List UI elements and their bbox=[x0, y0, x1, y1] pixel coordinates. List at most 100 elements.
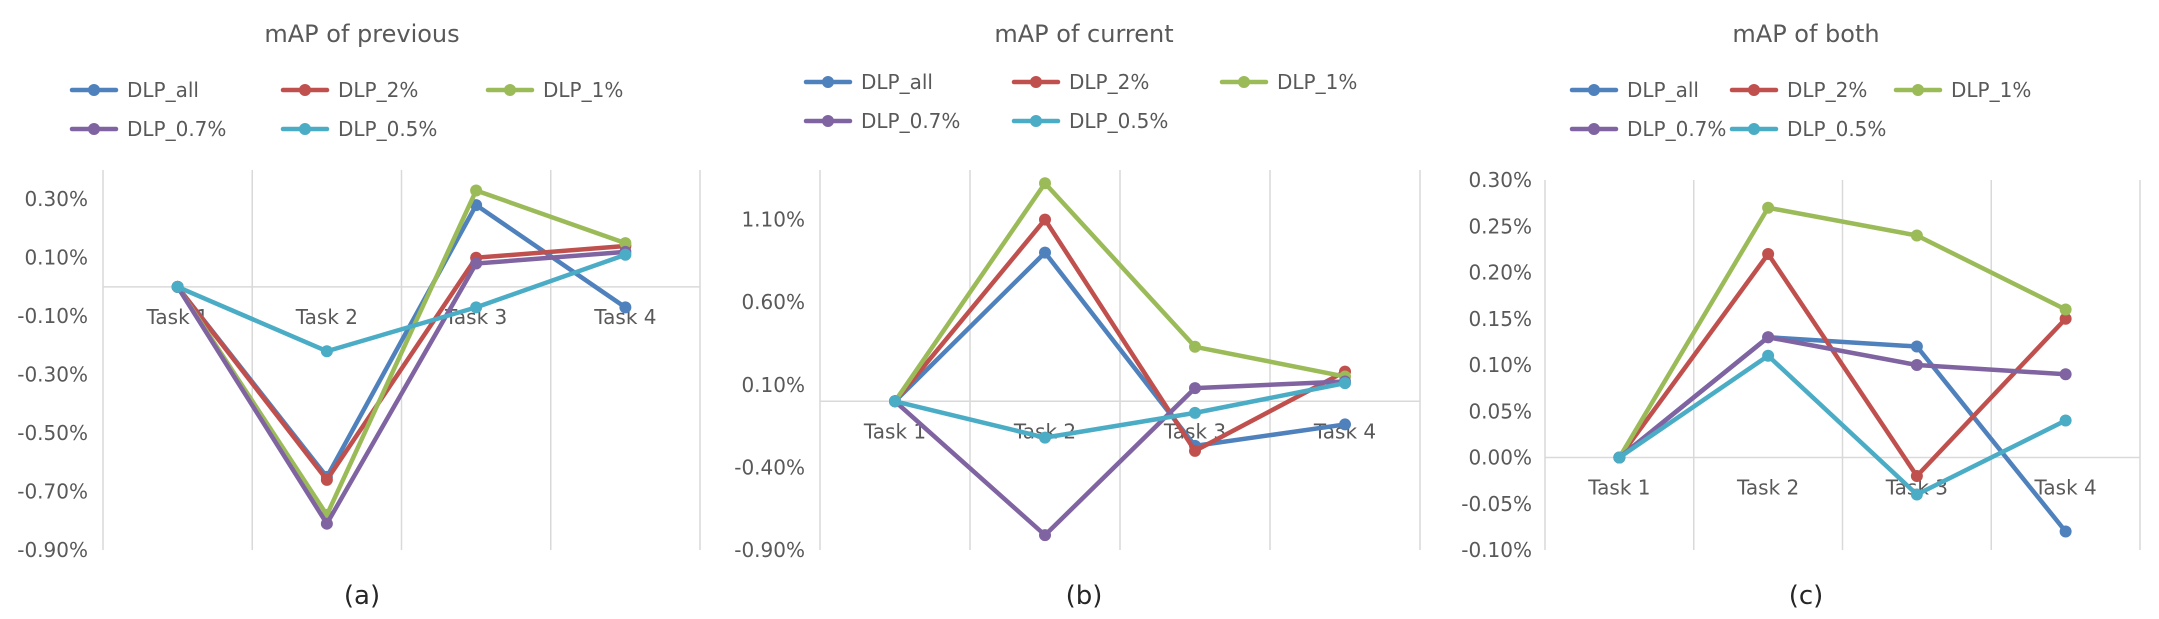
y-tick-label: 0.10% bbox=[24, 246, 88, 270]
legend-marker bbox=[1030, 115, 1042, 127]
data-point bbox=[1762, 349, 1775, 362]
data-point bbox=[2059, 312, 2072, 325]
gridlines bbox=[819, 170, 1421, 550]
data-point bbox=[1762, 248, 1775, 260]
legend-label: DLP_0.5% bbox=[1069, 109, 1168, 133]
legend-marker bbox=[88, 84, 100, 96]
legend-label: DLP_2% bbox=[338, 78, 418, 102]
data-point bbox=[1039, 431, 1051, 444]
data-point bbox=[2059, 414, 2072, 427]
data-point bbox=[619, 301, 632, 314]
x-tick-label: Task 2 bbox=[1736, 476, 1799, 500]
y-tick-label: 0.25% bbox=[1468, 214, 1532, 238]
data-point bbox=[1039, 246, 1051, 259]
y-tick-label: 0.05% bbox=[1468, 399, 1532, 423]
legend-label: DLP_1% bbox=[543, 78, 623, 102]
legend-marker bbox=[1912, 84, 1924, 96]
data-point bbox=[320, 345, 333, 358]
legend-item: DLP_0.7% bbox=[803, 109, 960, 133]
legend-label: DLP_0.5% bbox=[1787, 117, 1886, 141]
data-point bbox=[619, 248, 632, 261]
x-tick-label: Task 1 bbox=[863, 419, 926, 443]
series-line bbox=[892, 217, 1348, 454]
data-point bbox=[320, 473, 333, 486]
x-axis: Task 1 Task 2 Task 3 Task 4 bbox=[820, 400, 1420, 443]
data-point bbox=[1189, 444, 1201, 457]
legend-marker bbox=[822, 115, 834, 127]
data-point bbox=[2059, 525, 2072, 538]
legend-marker bbox=[1748, 84, 1760, 96]
x-tick-label: Task 2 bbox=[295, 305, 358, 329]
data-point bbox=[1339, 377, 1351, 390]
legend-marker bbox=[822, 76, 834, 88]
legend-label: DLP_1% bbox=[1277, 70, 1357, 94]
data-point bbox=[889, 395, 901, 408]
data-point bbox=[1189, 382, 1201, 395]
data-point bbox=[2059, 368, 2072, 381]
legend-label: DLP_0.7% bbox=[1627, 117, 1726, 141]
data-point bbox=[1339, 418, 1351, 431]
data-point bbox=[1613, 451, 1626, 464]
panel-caption: (a) bbox=[344, 581, 380, 611]
y-tick-label: -0.90% bbox=[17, 538, 88, 562]
data-point bbox=[1189, 406, 1201, 419]
legend-marker bbox=[299, 123, 311, 135]
y-tick-label: 0.30% bbox=[1468, 168, 1532, 192]
legend-label: DLP_2% bbox=[1069, 70, 1149, 94]
legend-marker bbox=[88, 123, 100, 135]
legend-item: DLP_all bbox=[69, 78, 199, 102]
legend: DLP_all DLP_2% DLP_1% DLP_0.7% DLP_0.5% bbox=[1569, 78, 2031, 141]
series-line bbox=[175, 249, 628, 526]
data-point bbox=[1910, 340, 1923, 353]
data-point bbox=[470, 301, 483, 314]
data-point bbox=[1762, 331, 1775, 344]
panel-caption: (c) bbox=[1789, 581, 1824, 611]
data-point bbox=[470, 184, 483, 197]
legend-marker bbox=[1238, 76, 1250, 88]
legend-item: DLP_all bbox=[803, 70, 933, 94]
legend-item: DLP_1% bbox=[1893, 78, 2031, 102]
data-point bbox=[1762, 201, 1775, 214]
legend-label: DLP_all bbox=[861, 70, 933, 94]
legend-marker bbox=[299, 84, 311, 96]
legend-marker bbox=[1588, 123, 1600, 135]
y-tick-label: -0.70% bbox=[17, 480, 88, 504]
chart-panel-b: mAP of current DLP_all DLP_2% DLP_1% DLP_0.… bbox=[734, 20, 1421, 611]
data-point bbox=[1910, 488, 1923, 501]
y-tick-label: -0.50% bbox=[17, 421, 88, 445]
y-tick-label: 0.20% bbox=[1468, 261, 1532, 285]
chart-panel-a: mAP of previous DLP_all DLP_2% DLP_1% DLP_0… bbox=[17, 20, 701, 611]
legend: DLP_all DLP_2% DLP_1% DLP_0.7% DLP_0.5% bbox=[69, 78, 623, 141]
series-line bbox=[1617, 335, 2068, 460]
y-tick-label: -0.40% bbox=[734, 455, 805, 479]
legend-marker bbox=[504, 84, 516, 96]
legend-item: DLP_0.5% bbox=[280, 117, 437, 141]
y-tick-label: 0.00% bbox=[1468, 446, 1532, 470]
legend-item: DLP_0.5% bbox=[1729, 117, 1886, 141]
chart-panel-c: mAP of both DLP_all DLP_2% DLP_1%DLP_0.7% D… bbox=[1461, 20, 2141, 611]
data-point bbox=[2059, 303, 2072, 316]
data-point bbox=[1910, 229, 1923, 242]
data-point bbox=[1910, 470, 1923, 482]
y-tick-label: -0.05% bbox=[1461, 492, 1532, 516]
series-line bbox=[1617, 205, 2068, 460]
legend-item: DLP_all bbox=[1569, 78, 1699, 102]
y-tick-label: -0.10% bbox=[1461, 538, 1532, 562]
legend-label: DLP_all bbox=[127, 78, 199, 102]
y-tick-label: 0.30% bbox=[24, 187, 88, 211]
y-tick-label: 1.10% bbox=[741, 208, 805, 232]
series-group bbox=[1613, 201, 2072, 538]
gridlines bbox=[1544, 180, 2141, 550]
legend-label: DLP_1% bbox=[1951, 78, 2031, 102]
data-point bbox=[1189, 340, 1201, 353]
series-line bbox=[175, 243, 628, 483]
data-point bbox=[320, 517, 333, 530]
x-tick-label: Task 4 bbox=[2034, 476, 2097, 500]
series-line bbox=[892, 180, 1348, 404]
legend-label: DLP_0.7% bbox=[861, 109, 960, 133]
series-line bbox=[892, 379, 1348, 538]
legend: DLP_all DLP_2% DLP_1% DLP_0.7% DLP_0.5% bbox=[803, 70, 1357, 133]
y-tick-label: 0.10% bbox=[741, 373, 805, 397]
y-tick-label: 0.15% bbox=[1468, 307, 1532, 331]
